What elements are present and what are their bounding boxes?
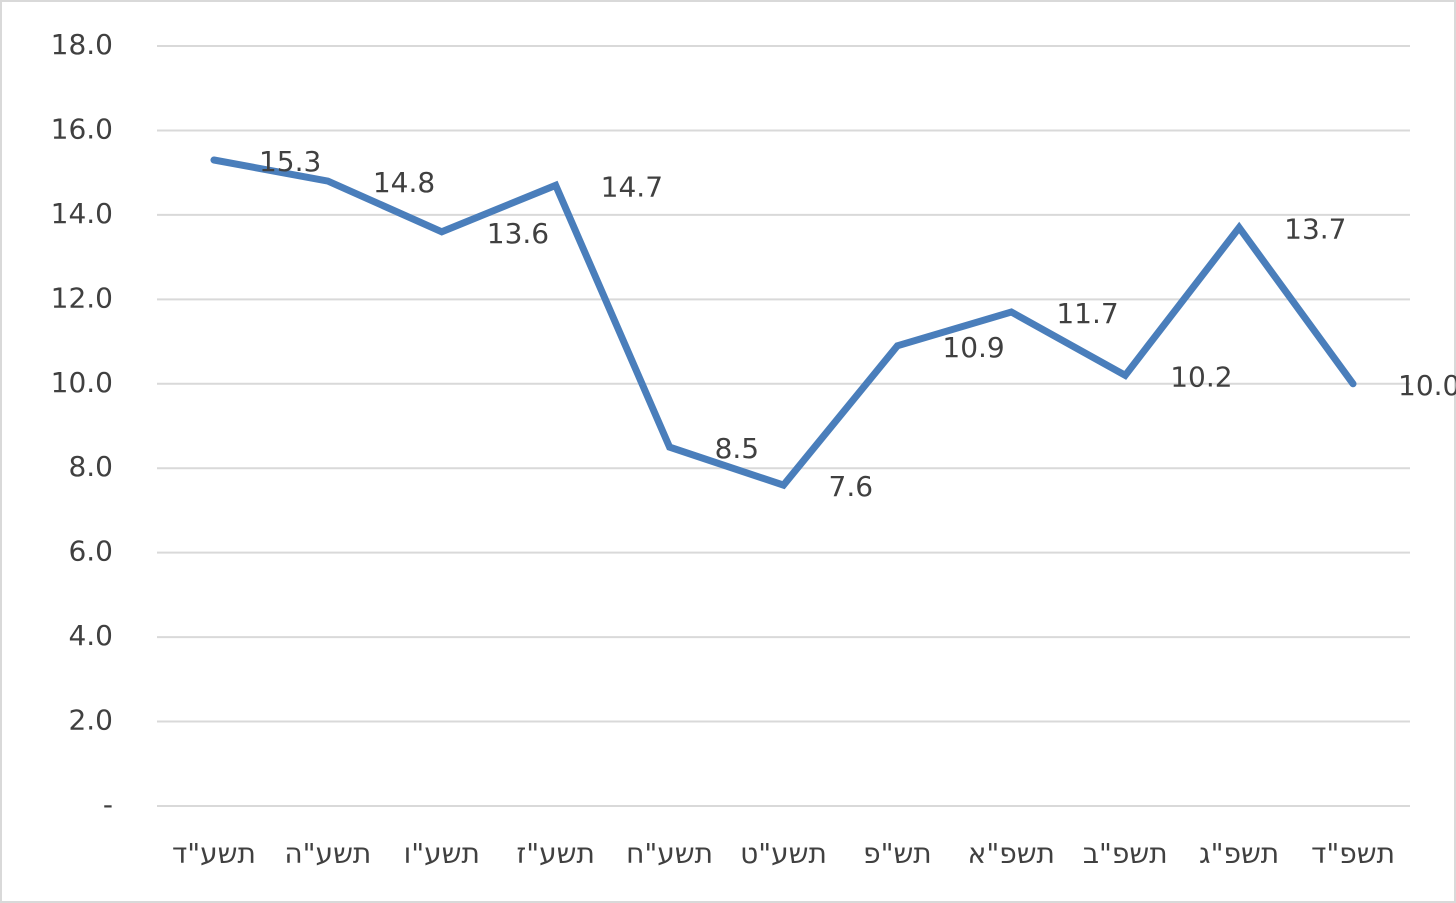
x-tick-label: תשפ"ג — [1199, 837, 1279, 870]
x-tick-label: תשפ"ב — [1083, 837, 1168, 870]
x-tick-label: תשע"ו — [404, 837, 480, 870]
data-label: 8.5 — [715, 432, 760, 465]
x-tick-label: תשפ"ד — [1311, 837, 1395, 870]
y-tick-label: 10.0 — [51, 366, 113, 399]
y-tick-label: 18.0 — [51, 28, 113, 61]
data-label: 13.7 — [1284, 213, 1346, 246]
data-label: 10.9 — [942, 331, 1004, 364]
y-tick-label: 2.0 — [68, 704, 113, 737]
data-label: 10.2 — [1170, 360, 1232, 393]
y-tick-label: - — [103, 788, 113, 821]
x-tick-label: תשפ"א — [968, 837, 1055, 870]
y-tick-label: 14.0 — [51, 197, 113, 230]
data-label: 14.8 — [373, 166, 435, 199]
data-label: 10.0 — [1398, 369, 1456, 402]
y-tick-label: 4.0 — [68, 619, 113, 652]
x-tick-label: תש"פ — [863, 837, 932, 870]
y-tick-label: 8.0 — [68, 450, 113, 483]
x-tick-label: תשע"ט — [740, 837, 827, 870]
data-label: 15.3 — [259, 145, 321, 178]
data-label: 14.7 — [601, 170, 663, 203]
x-tick-label: תשע"ד — [172, 837, 256, 870]
data-label: 7.6 — [829, 470, 874, 503]
data-label: 11.7 — [1056, 297, 1118, 330]
x-tick-label: תשע"ה — [284, 837, 371, 870]
data-label: 13.6 — [487, 217, 549, 250]
data-line — [210, 156, 1357, 490]
y-tick-label: 12.0 — [51, 281, 113, 314]
y-tick-label: 6.0 — [68, 535, 113, 568]
x-tick-label: תשע"ז — [517, 837, 595, 870]
y-tick-label: 16.0 — [51, 112, 113, 145]
x-tick-label: תשע"ח — [626, 837, 713, 870]
